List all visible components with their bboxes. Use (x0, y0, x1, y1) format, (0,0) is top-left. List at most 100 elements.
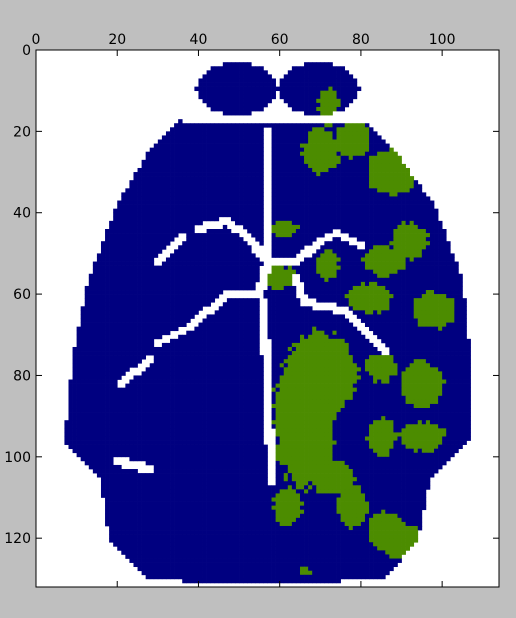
brain-cell (405, 220, 410, 226)
brain-cell (174, 147, 179, 153)
brain-cell (397, 334, 402, 340)
brain-cell (454, 294, 459, 299)
brain-cell (235, 281, 240, 287)
brain-cell (344, 212, 350, 218)
brain-cell (369, 351, 374, 356)
brain-cell (113, 359, 118, 364)
brain-cell (425, 261, 431, 266)
brain-cell (397, 269, 402, 275)
brain-cell (287, 184, 293, 189)
brain-cell (182, 346, 187, 352)
brain-cell (425, 208, 431, 214)
brain-cell (157, 265, 163, 271)
active-cell (413, 249, 419, 254)
active-cell (320, 106, 325, 112)
brain-cell (149, 180, 155, 185)
brain-cell (214, 367, 220, 372)
brain-cell (369, 192, 374, 197)
active-cell (373, 184, 378, 189)
brain-cell (291, 294, 297, 299)
brain-cell (279, 176, 285, 181)
brain-cell (381, 318, 386, 323)
brain-cell (425, 330, 431, 336)
brain-cell (226, 131, 232, 136)
brain-cell (283, 192, 289, 197)
brain-cell (141, 265, 147, 271)
brain-cell (235, 94, 240, 100)
brain-cell (438, 233, 443, 238)
brain-cell (348, 98, 354, 104)
brain-cell (239, 281, 244, 287)
brain-cell (218, 265, 224, 271)
brain-cell (178, 123, 183, 128)
brain-cell (210, 147, 216, 153)
brain-cell (251, 127, 256, 132)
active-cell (308, 131, 313, 136)
brain-cell (157, 229, 163, 234)
brain-cell (84, 330, 90, 336)
brain-cell (389, 204, 394, 210)
brain-cell (202, 285, 207, 291)
brain-cell (157, 139, 163, 144)
active-cell (287, 265, 293, 271)
active-cell (417, 359, 423, 364)
brain-cell (88, 330, 94, 336)
brain-cell (332, 135, 337, 140)
active-cell (381, 172, 386, 177)
active-cell (283, 273, 289, 279)
brain-cell (279, 302, 285, 307)
brain-cell (275, 155, 281, 161)
brain-cell (340, 285, 346, 291)
brain-cell (405, 330, 410, 336)
brain-cell (170, 310, 175, 315)
active-cell (352, 135, 358, 140)
brain-cell (332, 318, 337, 323)
brain-cell (267, 314, 272, 319)
brain-cell (364, 249, 370, 254)
brain-cell (100, 257, 106, 262)
brain-cell (96, 257, 102, 262)
brain-cell (226, 196, 232, 201)
brain-cell (88, 326, 94, 332)
brain-cell (182, 277, 187, 283)
brain-cell (385, 334, 390, 340)
brain-cell (182, 204, 187, 210)
brain-cell (210, 342, 216, 348)
brain-cell (218, 66, 224, 71)
brain-cell (218, 123, 224, 128)
active-cell (389, 188, 394, 193)
brain-cell (157, 363, 163, 368)
brain-cell (251, 253, 256, 258)
brain-cell (401, 310, 406, 315)
brain-cell (454, 351, 459, 356)
brain-cell (145, 188, 151, 193)
active-cell (332, 257, 337, 262)
brain-cell (283, 86, 289, 92)
brain-cell (348, 253, 354, 258)
brain-cell (287, 298, 293, 303)
brain-cell (194, 155, 199, 161)
brain-cell (291, 172, 297, 177)
brain-cell (304, 237, 309, 242)
brain-cell (434, 257, 439, 262)
brain-cell (275, 212, 281, 218)
brain-cell (312, 188, 317, 193)
brain-cell (344, 176, 350, 181)
brain-cell (202, 257, 207, 262)
brain-cell (271, 135, 276, 140)
brain-cell (275, 159, 281, 165)
brain-cell (438, 351, 443, 356)
brain-cell (324, 200, 329, 205)
brain-cell (149, 196, 155, 201)
brain-cell (125, 241, 130, 246)
brain-cell (88, 351, 94, 356)
active-cell (381, 302, 386, 307)
brain-cell (129, 326, 134, 332)
brain-cell (373, 273, 378, 279)
brain-cell (121, 237, 126, 242)
active-cell (373, 167, 378, 173)
brain-cell (405, 261, 410, 266)
brain-cell (80, 342, 86, 348)
brain-cell (283, 245, 289, 250)
brain-cell (226, 208, 232, 214)
